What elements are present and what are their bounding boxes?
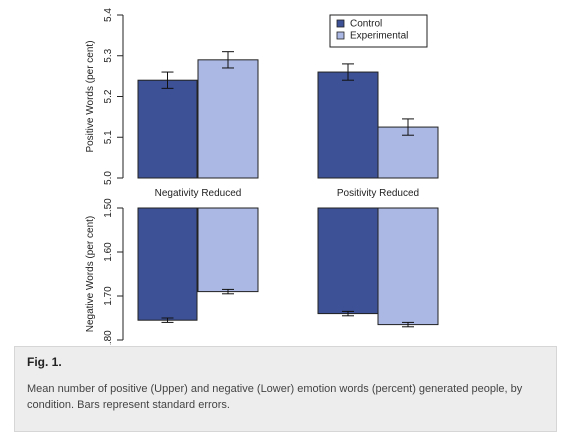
upper-y-tick-label: 5.3 [103, 48, 114, 62]
upper-bar-positivity-control [317, 71, 379, 179]
group-label-positivity-reduced: Positivity Reduced [337, 188, 419, 199]
lower-y-axis-title: Negative Words (per cent) [85, 216, 96, 333]
legend-swatch-control [336, 19, 345, 28]
lower-y-tick-label: 1.70 [103, 286, 114, 306]
lower-bar-positivity-experimental [377, 207, 439, 326]
figure-chart: 5.0 5.1 5.2 5.3 5.4 Positive Words (per cent)… [85, 8, 439, 345]
upper-y-axis-title: Positive Words (per cent) [85, 40, 96, 152]
figure-caption-title: Fig. 1. [27, 355, 62, 369]
figure-caption-text: Mean number of positive (Upper) and nega… [27, 383, 523, 411]
upper-y-tick-label: 5.0 [103, 171, 114, 185]
group-label-negativity-reduced: Negativity Reduced [155, 188, 242, 199]
figure-caption: Fig. 1. Mean number of positive (Upper) … [14, 346, 557, 432]
upper-y-tick-label: 5.4 [103, 8, 114, 22]
legend-label-experimental: Experimental [350, 31, 408, 42]
legend-box [329, 14, 428, 48]
lower-y-tick-label: 1.60 [103, 242, 114, 262]
legend-label-control: Control [350, 19, 382, 30]
lower-y-tick-label: 1.50 [103, 198, 114, 218]
chart-svg: 5.0 5.1 5.2 5.3 5.4 Positive Words (per cent)… [85, 8, 439, 345]
upper-y-tick-label: 5.2 [103, 89, 114, 103]
lower-bar-positivity-control [317, 207, 379, 315]
upper-bar-negativity-control [137, 79, 198, 179]
upper-bar-negativity-experimental [197, 59, 259, 179]
legend-swatch-experimental [336, 31, 345, 40]
upper-y-tick-label: 5.1 [103, 130, 114, 144]
lower-bar-negativity-experimental [197, 207, 259, 293]
lower-y-tick-label: 1.80 [103, 330, 114, 345]
lower-bar-negativity-control [137, 207, 198, 321]
